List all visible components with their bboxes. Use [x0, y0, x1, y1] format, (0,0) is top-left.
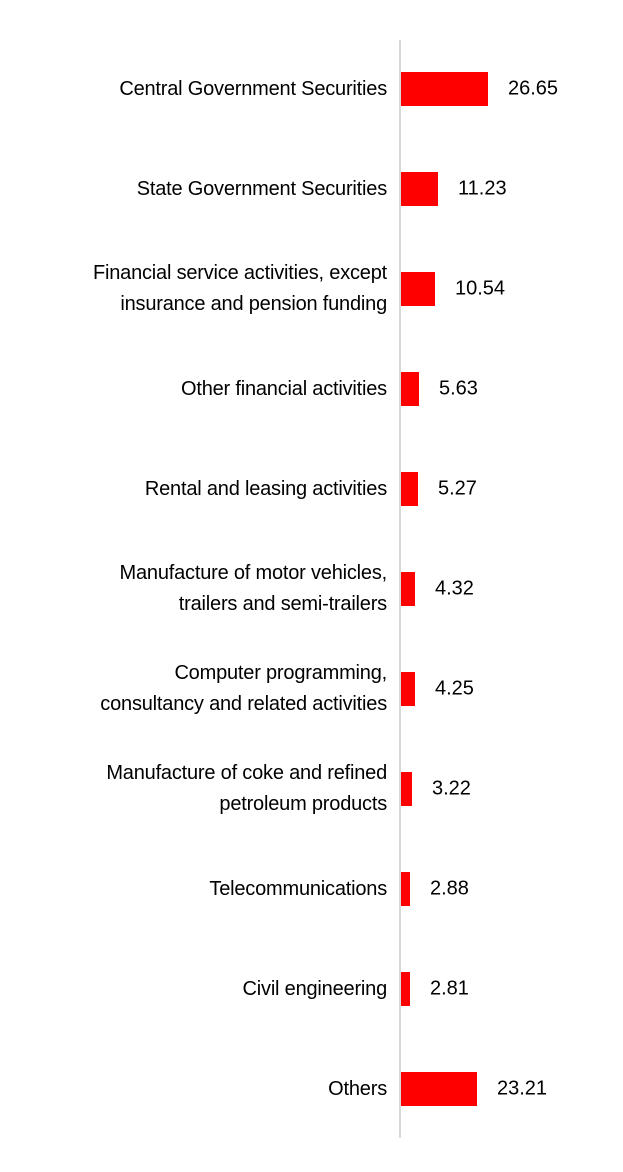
chart-row: Other financial activities 5.63	[0, 339, 623, 439]
chart-row: Rental and leasing activities 5.27	[0, 439, 623, 539]
category-label: Rental and leasing activities	[144, 477, 387, 500]
value-label: 3.22	[432, 777, 471, 800]
category-label: Other financial activities	[180, 377, 387, 400]
category-label: Computer programming, consultancy and rel…	[100, 662, 387, 715]
chart-row: Manufacture of coke and refined petroleum…	[0, 739, 623, 839]
value-label: 4.25	[435, 677, 474, 700]
bar	[401, 272, 435, 306]
y-axis-line	[399, 40, 401, 1138]
value-label: 11.23	[458, 177, 507, 200]
category-label: Manufacture of coke and refined petroleum…	[106, 762, 387, 815]
category-label: Manufacture of motor vehicles, trailers a…	[119, 562, 388, 615]
chart-row: State Government Securities 11.23	[0, 139, 623, 239]
bar	[401, 772, 412, 806]
category-label: Telecommunications	[209, 877, 387, 900]
category-label: Central Government Securities	[119, 77, 387, 100]
value-label: 23.21	[497, 1077, 548, 1100]
category-label: Civil engineering	[242, 977, 388, 1000]
category-label: Financial service activities, except insu…	[92, 262, 387, 315]
bar	[401, 872, 410, 906]
value-label: 2.88	[430, 877, 469, 900]
bar	[401, 572, 415, 606]
chart-row: Telecommunications 2.88	[0, 839, 623, 939]
value-label: 26.65	[508, 77, 559, 100]
value-label: 10.54	[455, 277, 506, 300]
bar	[401, 372, 419, 406]
chart-row: Central Government Securities 26.65	[0, 39, 623, 139]
chart-row: Others 23.21	[0, 1039, 623, 1139]
value-label: 2.81	[430, 977, 469, 1000]
bar	[401, 1072, 477, 1106]
chart-row: Financial service activities, except insu…	[0, 239, 623, 339]
value-label: 4.32	[435, 577, 474, 600]
category-label: Others	[328, 1077, 387, 1100]
bar	[401, 472, 418, 506]
chart-row: Computer programming, consultancy and rel…	[0, 639, 623, 739]
chart-row: Civil engineering 2.81	[0, 939, 623, 1039]
value-label: 5.63	[439, 377, 478, 400]
bar	[401, 72, 488, 106]
bar	[401, 672, 415, 706]
bar	[401, 172, 438, 206]
value-label: 5.27	[438, 477, 477, 500]
bar	[401, 972, 410, 1006]
chart-row: Manufacture of motor vehicles, trailers a…	[0, 539, 623, 639]
category-label: State Government Securities	[136, 177, 387, 200]
